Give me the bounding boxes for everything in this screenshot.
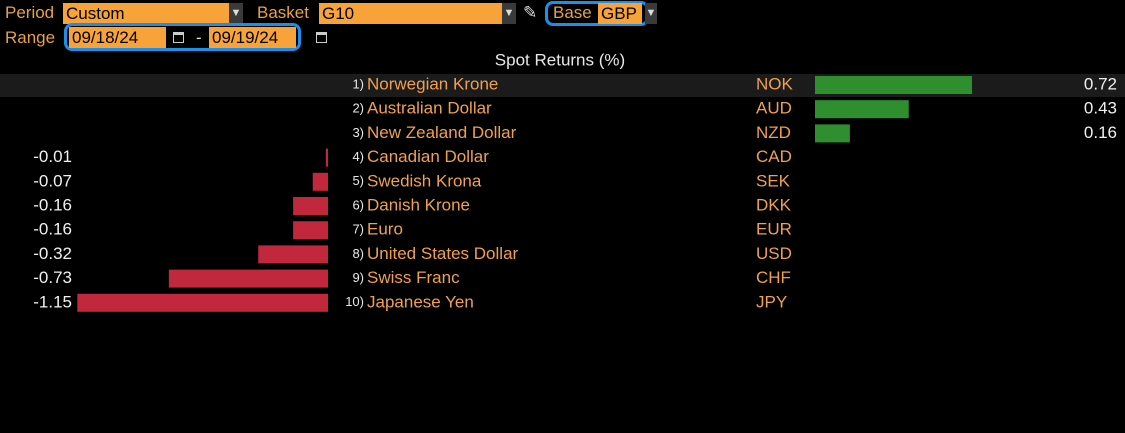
value-label: -0.16 [33, 195, 72, 214]
dropdown-arrow[interactable]: ▼ [229, 3, 243, 24]
calendar-icon[interactable] [316, 32, 327, 43]
currency-code: DKK [756, 195, 792, 214]
bar [815, 124, 850, 143]
currency-code: CAD [756, 147, 792, 166]
range-label: Range [5, 28, 56, 47]
edit-icon[interactable]: ✎ [523, 3, 538, 22]
currency-name: Danish Krone [367, 195, 470, 214]
currency-name: Japanese Yen [367, 292, 474, 311]
dropdown-arrow[interactable]: ▼ [502, 3, 516, 24]
currency-name: Norwegian Krone [367, 74, 498, 93]
value-label: -0.73 [33, 268, 72, 287]
currency-name: New Zealand Dollar [367, 123, 517, 142]
rank: 1) [352, 76, 364, 91]
currency-code: NZD [756, 123, 791, 142]
rank: 7) [352, 222, 364, 237]
basket-dropdown[interactable]: G10 [319, 3, 502, 24]
dropdown-arrow[interactable]: ▼ [645, 3, 657, 24]
currency-code: SEK [756, 171, 791, 190]
bar [77, 293, 328, 312]
currency-name: Swedish Krona [367, 171, 482, 190]
chart-title: Spot Returns (%) [495, 50, 625, 69]
bar [258, 245, 328, 264]
rank: 10) [345, 294, 364, 309]
rank: 3) [352, 125, 364, 140]
value-label: -0.16 [33, 220, 72, 239]
currency-code: CHF [756, 268, 791, 287]
bar [815, 100, 909, 119]
currency-code: JPY [756, 292, 787, 311]
start-date[interactable]: 09/18/24 [69, 27, 166, 48]
range-separator: - [196, 28, 202, 47]
currency-name: Australian Dollar [367, 99, 492, 118]
currency-code: AUD [756, 99, 792, 118]
rank: 8) [352, 246, 364, 261]
value-label: -0.07 [33, 171, 72, 190]
rank: 6) [352, 197, 364, 212]
currency-name: Swiss Franc [367, 268, 460, 287]
rank: 2) [352, 101, 364, 116]
value-label: -0.01 [33, 147, 72, 166]
currency-code: EUR [756, 220, 792, 239]
base-label: Base [553, 3, 592, 22]
currency-name: United States Dollar [367, 244, 519, 263]
highlight-ring [64, 23, 301, 51]
base-dropdown[interactable]: GBP [598, 3, 642, 24]
value-label: 0.16 [1084, 123, 1117, 142]
end-date[interactable]: 09/19/24 [209, 27, 296, 48]
calendar-icon[interactable] [173, 32, 184, 43]
bar [815, 76, 972, 94]
currency-code: USD [756, 244, 792, 263]
bar [293, 221, 328, 240]
period-label: Period [5, 3, 55, 22]
bar [325, 148, 328, 167]
currency-name: Canadian Dollar [367, 147, 489, 166]
rank: 9) [352, 270, 364, 285]
rank: 4) [352, 149, 364, 164]
period-dropdown[interactable]: Custom [63, 3, 229, 24]
value-label: 0.72 [1084, 74, 1117, 93]
bar [293, 197, 328, 215]
bar [168, 269, 328, 288]
currency-code: NOK [756, 74, 794, 93]
currency-name: Euro [367, 220, 403, 239]
value-label: -1.15 [33, 292, 72, 311]
basket-label: Basket [257, 3, 309, 22]
bar [312, 172, 328, 191]
value-label: 0.43 [1084, 99, 1117, 118]
rank: 5) [352, 173, 364, 188]
value-label: -0.32 [33, 244, 72, 263]
